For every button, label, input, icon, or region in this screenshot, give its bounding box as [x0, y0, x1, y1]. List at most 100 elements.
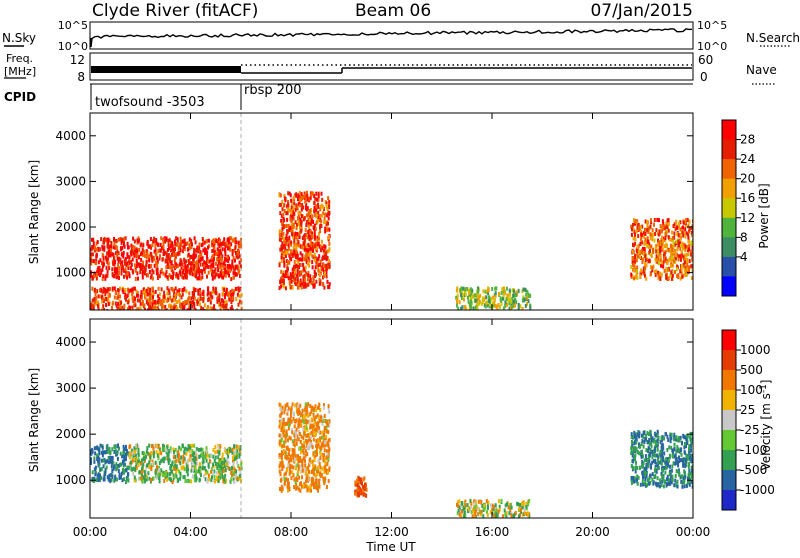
- power-cell-4: [636, 249, 638, 253]
- power-cell-0: [225, 270, 227, 274]
- velocity-cell-2: [279, 434, 281, 438]
- velocity-cell-1: [238, 467, 240, 471]
- power-cell-2: [318, 254, 320, 258]
- power-cell-0: [135, 269, 137, 273]
- velocity-cell-4: [458, 499, 460, 503]
- power-cell-0: [213, 240, 215, 244]
- velocity-cell-4: [481, 510, 483, 514]
- nave-tick-0: 0: [700, 70, 708, 84]
- power-cell-0: [130, 266, 132, 270]
- velocity-cell-5: [689, 472, 691, 476]
- velocity-cell-1: [183, 451, 185, 455]
- power-cell-3: [528, 299, 530, 303]
- velocity-cell-2: [303, 419, 305, 423]
- velocity-cell-2: [304, 467, 306, 471]
- power-cell-0: [214, 246, 216, 250]
- power-cell-4: [681, 242, 683, 246]
- nave-label: Nave: [746, 63, 777, 77]
- power-cell-4: [643, 242, 645, 246]
- power-cell-4: [651, 237, 653, 241]
- velocity-cell-5: [673, 447, 675, 451]
- velocity-cell-1: [234, 468, 236, 472]
- power-cell-0: [172, 244, 174, 248]
- power-cell-3: [485, 305, 487, 309]
- power-cell-2: [317, 261, 319, 265]
- velocity-cell-5: [657, 461, 659, 465]
- power-cell-0: [174, 258, 176, 262]
- power-cell-0: [121, 272, 123, 276]
- power-cell-4: [688, 239, 690, 243]
- power-cell-0: [180, 248, 182, 252]
- power-cell-0: [141, 267, 143, 271]
- velocity-cell-2: [288, 436, 290, 440]
- velocity-cell-5: [669, 482, 671, 486]
- power-cell-0: [132, 258, 134, 262]
- power-cell-4: [663, 256, 665, 260]
- power-cell-2: [307, 273, 309, 277]
- power-cell-0: [167, 239, 169, 243]
- power-cell-1: [120, 301, 122, 305]
- power-cell-0: [155, 253, 157, 257]
- power-cell-2: [281, 241, 283, 245]
- power-cell-2: [291, 219, 293, 223]
- velocity-cell-1: [164, 473, 166, 477]
- velocity-cell-2: [303, 441, 305, 445]
- velocity-cell-0: [94, 451, 96, 455]
- power-cell-1: [207, 298, 209, 302]
- power-cell-0: [161, 268, 163, 272]
- power-cell-0: [123, 275, 125, 279]
- power-cell-4: [648, 259, 650, 263]
- power-cell-3: [468, 291, 470, 295]
- power-cell-0: [206, 255, 208, 259]
- velocity-cell-2: [303, 431, 305, 435]
- velocity-cell-0: [115, 462, 117, 466]
- velocity-cell-1: [153, 476, 155, 480]
- velocity-cell-1: [182, 475, 184, 479]
- power-cell-2: [324, 256, 326, 260]
- power-cell-0: [178, 246, 180, 250]
- velocity-cell-1: [232, 448, 234, 452]
- velocity-cell-1: [192, 462, 194, 466]
- power-cell-0: [118, 266, 120, 270]
- velocity-cell-4: [486, 499, 488, 503]
- power-cell-2: [314, 244, 316, 248]
- velocity-cell-2: [316, 486, 318, 490]
- velocity-cell-2: [319, 456, 321, 460]
- velocity-cell-2: [315, 432, 317, 436]
- power-cell-0: [182, 269, 184, 273]
- velocity-cell-5: [640, 483, 642, 487]
- velocity-cell-4: [461, 510, 463, 514]
- power-cell-0: [180, 237, 182, 241]
- velocity-cell-1: [135, 444, 137, 448]
- velocity-cell-1: [184, 479, 186, 483]
- power-cell-2: [301, 214, 303, 218]
- power-cell-4: [647, 240, 649, 244]
- velocity-cell-5: [637, 433, 639, 437]
- power-cell-0: [195, 249, 197, 253]
- velocity-cell-5: [668, 478, 670, 482]
- velocity-cell-2: [292, 402, 294, 406]
- velocity-cell-2: [295, 420, 297, 424]
- power-cell-2: [302, 236, 304, 240]
- power-cell-0: [232, 276, 234, 280]
- velocity-cell-2: [324, 440, 326, 444]
- velocity-cell-5: [684, 442, 686, 446]
- power-cell-3: [456, 299, 458, 303]
- velocity-cell-1: [163, 479, 165, 483]
- velocity-cell-1: [218, 445, 220, 449]
- velocity-cell-2: [288, 448, 290, 452]
- power-cell-0: [125, 267, 127, 271]
- velocity-cell-2: [280, 472, 282, 476]
- velocity-cell-5: [684, 471, 686, 475]
- power-cell-2: [293, 265, 295, 269]
- power-cell-1: [176, 300, 178, 304]
- power-cell-0: [106, 238, 108, 242]
- power-cell-4: [649, 249, 651, 253]
- power-cell-0: [103, 238, 105, 242]
- velocity-cell-1: [214, 475, 216, 479]
- power-cell-2: [313, 209, 315, 213]
- power-ytick-label-0: 4000: [55, 129, 86, 143]
- velocity-cell-1: [155, 444, 157, 448]
- power-cell-2: [312, 275, 314, 279]
- power-cell-0: [118, 238, 120, 242]
